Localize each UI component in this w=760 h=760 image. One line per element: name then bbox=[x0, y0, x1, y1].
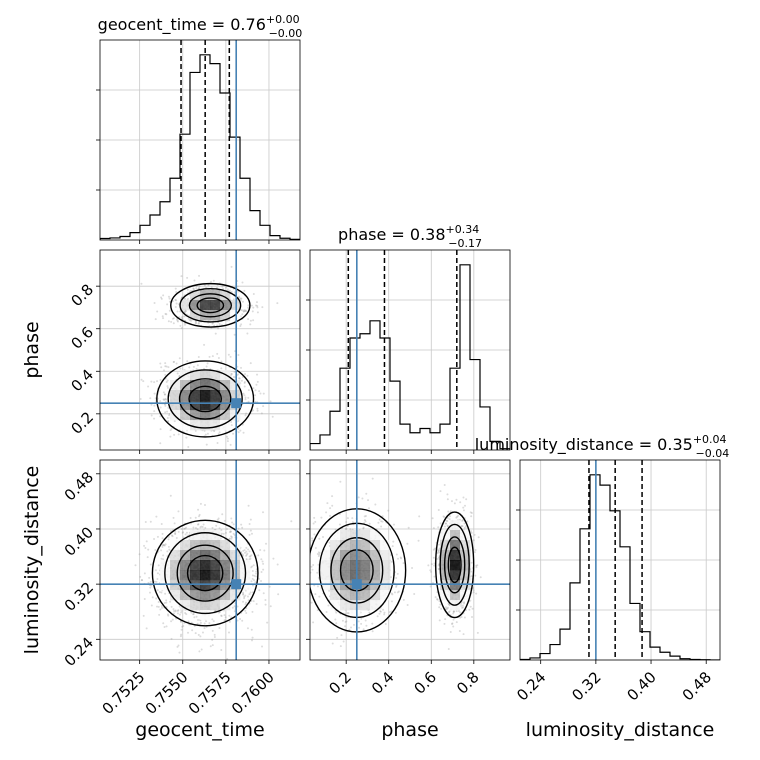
x-tick-label: 0.4 bbox=[368, 668, 398, 698]
y-tick-label: 0.32 bbox=[61, 578, 97, 614]
contour bbox=[178, 378, 232, 420]
x-axis-label-geocent_time: geocent_time bbox=[135, 719, 264, 741]
y-tick-label: 0.24 bbox=[61, 634, 97, 670]
panel-frame bbox=[309, 459, 511, 661]
contour bbox=[188, 385, 222, 413]
x-tick-label: 0.32 bbox=[568, 668, 604, 704]
contour bbox=[156, 360, 255, 438]
contour bbox=[151, 519, 259, 627]
x-tick-label: 0.24 bbox=[513, 668, 549, 704]
x-tick-label: 0.2 bbox=[325, 668, 355, 698]
contour bbox=[170, 282, 251, 328]
panel-geocent_time__luminosity_distance bbox=[100, 460, 300, 660]
x-tick-label: 0.7575 bbox=[185, 668, 235, 718]
panel-frame bbox=[99, 249, 301, 451]
x-tick-label: 0.7550 bbox=[142, 668, 192, 718]
x-tick-label: 0.7600 bbox=[228, 668, 278, 718]
contour bbox=[447, 546, 462, 584]
panel-frame bbox=[99, 459, 301, 661]
x-axis-label-luminosity_distance: luminosity_distance bbox=[526, 719, 715, 741]
x-tick-label: 0.7525 bbox=[99, 668, 149, 718]
contour bbox=[164, 532, 247, 615]
density-cells bbox=[320, 520, 471, 621]
contour bbox=[186, 554, 224, 592]
panel-phase__luminosity_distance bbox=[310, 460, 510, 660]
y-tick-label: 0.8 bbox=[67, 281, 97, 311]
contour bbox=[188, 293, 232, 318]
x-tick-label: 0.6 bbox=[411, 668, 441, 698]
contour bbox=[443, 536, 466, 594]
y-tick-label: 0.48 bbox=[61, 468, 97, 504]
x-tick-label: 0.8 bbox=[453, 668, 483, 698]
contour bbox=[167, 369, 243, 429]
hist-panel-phase bbox=[310, 250, 510, 450]
hist-panel-geocent_time bbox=[100, 40, 300, 240]
y-tick-label: 0.40 bbox=[61, 523, 97, 559]
panel-title-geocent_time: geocent_time = 0.76+0.00 −0.00 bbox=[98, 13, 303, 40]
truth-marker bbox=[231, 398, 242, 409]
y-tick-label: 0.4 bbox=[67, 366, 97, 396]
truth-marker bbox=[231, 579, 242, 590]
x-axis-label-phase: phase bbox=[381, 719, 438, 741]
truth-marker bbox=[351, 579, 362, 590]
y-axis-label-phase: phase bbox=[21, 321, 43, 378]
contour bbox=[179, 288, 242, 323]
x-tick-label: 0.48 bbox=[679, 668, 715, 704]
contour bbox=[439, 523, 470, 606]
contour bbox=[176, 544, 234, 602]
y-tick-label: 0.2 bbox=[67, 408, 97, 438]
histogram-phase bbox=[310, 264, 510, 450]
y-tick-label: 0.6 bbox=[67, 323, 97, 353]
panel-title-phase: phase = 0.38+0.34 −0.17 bbox=[338, 223, 482, 250]
panel-geocent_time__phase bbox=[100, 250, 300, 450]
histogram-geocent_time bbox=[100, 54, 300, 240]
contour bbox=[434, 511, 475, 619]
panel-title-luminosity_distance: luminosity_distance = 0.35+0.04 −0.04 bbox=[475, 433, 730, 460]
hist-panel-luminosity_distance bbox=[520, 460, 720, 660]
histogram-luminosity_distance bbox=[520, 474, 720, 660]
y-axis-label-luminosity_distance: luminosity_distance bbox=[21, 466, 43, 655]
x-tick-label: 0.40 bbox=[624, 668, 660, 704]
contour bbox=[196, 297, 225, 314]
